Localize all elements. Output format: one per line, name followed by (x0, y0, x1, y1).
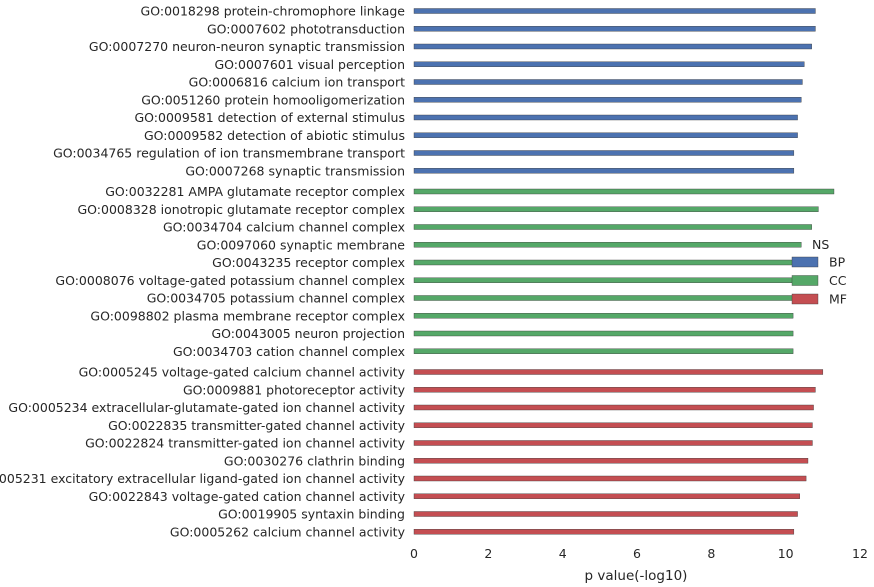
category-label: GO:0005262 calcium channel activity (170, 524, 406, 539)
bar (413, 404, 814, 411)
bar (413, 493, 800, 499)
category-label: GO:0034765 regulation of ion transmembra… (53, 146, 405, 161)
category-label: GO:0051260 protein homooligomerization (141, 92, 405, 107)
bar (413, 188, 835, 195)
bar (413, 26, 816, 32)
category-label: GO:0022824 transmitter-gated ion channel… (85, 436, 406, 451)
legend: NS BP CC MF (791, 237, 847, 307)
category-label: GO:0032281 AMPA glutamate receptor compl… (105, 184, 405, 199)
category-label: GO:0009881 photoreceptor activity (183, 382, 406, 397)
x-tick-label: 10 (778, 546, 794, 561)
category-label: GO:0034705 potassium channel complex (147, 291, 405, 306)
category-label: GO:0018298 protein-chromophore linkage (141, 4, 406, 19)
bar (413, 313, 794, 319)
x-axis-title: p value(-log10) (585, 568, 688, 584)
legend-label: BP (829, 255, 846, 270)
bar (413, 458, 809, 464)
category-labels: GO:0018298 protein-chromophore linkage GO… (0, 4, 406, 540)
x-tick-label: 4 (559, 546, 567, 561)
category-label: GO:0009581 detection of external stimulu… (135, 110, 406, 125)
legend-title: NS (812, 237, 829, 252)
category-label: GO:0034704 calcium channel complex (163, 220, 405, 235)
category-label: GO:0005234 extracellular-glutamate-gated… (8, 400, 405, 415)
x-tick-label: 12 (852, 546, 868, 561)
legend-label: CC (829, 273, 847, 288)
category-label: GO:0008076 voltage-gated potassium chann… (55, 273, 405, 288)
x-tick-label: 2 (484, 546, 492, 561)
legend-swatch (791, 256, 819, 268)
category-label: GO:0043005 neuron projection (211, 326, 405, 341)
bar (413, 348, 794, 354)
bar (413, 168, 795, 174)
category-label: GO:0009582 detection of abiotic stimulus (144, 128, 405, 143)
bar (413, 242, 802, 248)
x-tick-label: 0 (410, 546, 418, 561)
category-label: GO:0007601 visual perception (214, 57, 405, 72)
bar (413, 387, 816, 393)
category-label: GO:0097060 synaptic membrane (197, 237, 406, 252)
bar (413, 224, 812, 230)
bar (413, 369, 824, 375)
category-label: GO:0019905 syntaxin binding (218, 507, 405, 522)
category-label: GO:0043235 receptor complex (212, 255, 405, 270)
category-label: GO:0006816 calcium ion transport (189, 75, 405, 90)
category-label: GO:0005231 excitatory extracellular liga… (0, 471, 406, 486)
legend-swatch (791, 275, 819, 286)
bar (413, 79, 803, 85)
legend-label: MF (829, 292, 847, 307)
category-label: GO:0098802 plasma membrane receptor comp… (90, 308, 405, 323)
bar (413, 295, 794, 301)
bar (413, 529, 795, 535)
category-label: GO:0007602 phototransduction (207, 21, 405, 36)
bar (413, 330, 794, 337)
category-label: GO:0007268 synaptic transmission (185, 163, 405, 178)
x-tick-label: 6 (633, 546, 641, 561)
x-axis-ticks: 0 2 4 6 8 10 12 (410, 546, 868, 561)
bar (413, 8, 816, 14)
category-label: GO:0022835 transmitter-gated channel act… (108, 418, 405, 433)
bar (413, 206, 819, 212)
bar (413, 422, 813, 428)
bar (413, 259, 798, 266)
bar (413, 43, 812, 50)
bar (413, 114, 798, 121)
x-tick-label: 8 (707, 546, 715, 561)
category-label: GO:0030276 clathrin binding (224, 453, 405, 468)
category-label: GO:0007270 neuron-neuron synaptic transm… (89, 39, 405, 54)
bars-layer (413, 8, 835, 535)
category-label: GO:0005245 voltage-gated calcium channel… (79, 365, 406, 380)
legend-swatch (791, 293, 819, 305)
bar (413, 475, 807, 482)
category-label: GO:0034703 cation channel complex (173, 344, 405, 359)
category-label: GO:0008328 ionotropic glutamate receptor… (78, 202, 406, 217)
bar (413, 440, 813, 446)
bar (413, 511, 798, 517)
category-label: GO:0022843 voltage-gated cation channel … (89, 489, 406, 504)
bar (413, 150, 795, 156)
bar (413, 277, 796, 283)
bar (413, 61, 805, 67)
bar (413, 97, 802, 103)
bar (413, 132, 798, 138)
